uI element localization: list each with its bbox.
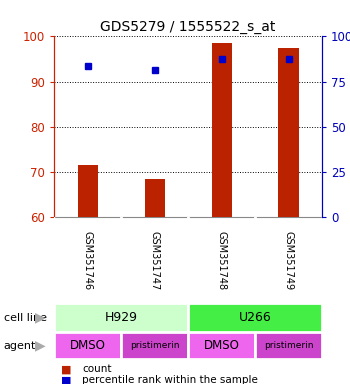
- Text: DMSO: DMSO: [204, 339, 239, 352]
- Text: ■: ■: [61, 375, 72, 384]
- Bar: [145, 179, 165, 217]
- Bar: [255, 332, 322, 359]
- Bar: [188, 332, 255, 359]
- Text: agent: agent: [4, 341, 36, 351]
- Text: pristimerin: pristimerin: [130, 341, 180, 350]
- Text: ▶: ▶: [35, 339, 46, 353]
- Text: count: count: [82, 364, 112, 374]
- Bar: [78, 165, 98, 217]
- Text: ■: ■: [61, 364, 72, 374]
- Bar: [211, 43, 232, 217]
- Bar: [54, 332, 121, 359]
- Text: percentile rank within the sample: percentile rank within the sample: [82, 375, 258, 384]
- Text: H929: H929: [105, 311, 138, 324]
- Bar: [121, 332, 188, 359]
- Text: DMSO: DMSO: [70, 339, 106, 352]
- Bar: [54, 303, 188, 332]
- Bar: [188, 303, 322, 332]
- Text: GSM351749: GSM351749: [284, 231, 294, 290]
- Text: GSM351747: GSM351747: [150, 230, 160, 290]
- Text: GSM351746: GSM351746: [83, 231, 93, 290]
- Title: GDS5279 / 1555522_s_at: GDS5279 / 1555522_s_at: [100, 20, 276, 34]
- Text: GSM351748: GSM351748: [217, 231, 226, 290]
- Text: cell line: cell line: [4, 313, 47, 323]
- Text: pristimerin: pristimerin: [264, 341, 313, 350]
- Text: U266: U266: [239, 311, 272, 324]
- Bar: [279, 48, 299, 217]
- Text: ▶: ▶: [35, 311, 46, 325]
